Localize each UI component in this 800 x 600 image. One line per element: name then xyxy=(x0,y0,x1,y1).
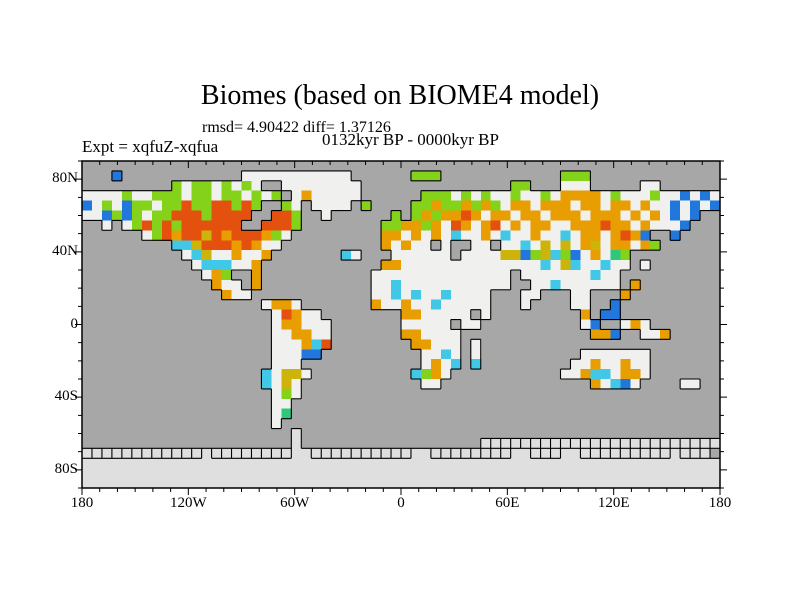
lon-label-120E-120: 120E xyxy=(597,495,630,511)
period-label: 0132kyr BP - 0000kyr BP xyxy=(322,130,499,149)
lon-label-180--180: 180 xyxy=(70,495,94,511)
map-canvas xyxy=(75,160,727,495)
lat-label-80N: 80N xyxy=(52,170,78,187)
axis-ticks xyxy=(75,160,727,495)
world-biome-map xyxy=(62,151,742,516)
lat-label-0: 0 xyxy=(70,315,79,332)
lon-label-60W--60: 60W xyxy=(280,495,310,511)
map-frame xyxy=(81,160,721,489)
lat-label-40S: 40S xyxy=(54,388,78,405)
lon-label-60E-60: 60E xyxy=(495,495,520,511)
lon-label-120W--120: 120W xyxy=(169,495,207,511)
rmsd-diff-stats: rmsd= 4.90422 diff= 1.37126 xyxy=(202,119,391,136)
experiment-label: Expt = xqfuZ-xqfua xyxy=(82,137,219,156)
lon-label-0-0: 0 xyxy=(397,495,405,511)
lat-label-80S: 80S xyxy=(54,460,78,477)
lon-label-180-180: 180 xyxy=(708,495,732,511)
page-title: Biomes (based on BIOME4 model) xyxy=(200,80,600,111)
coastline xyxy=(82,170,720,459)
lat-label-40N: 40N xyxy=(52,242,78,259)
